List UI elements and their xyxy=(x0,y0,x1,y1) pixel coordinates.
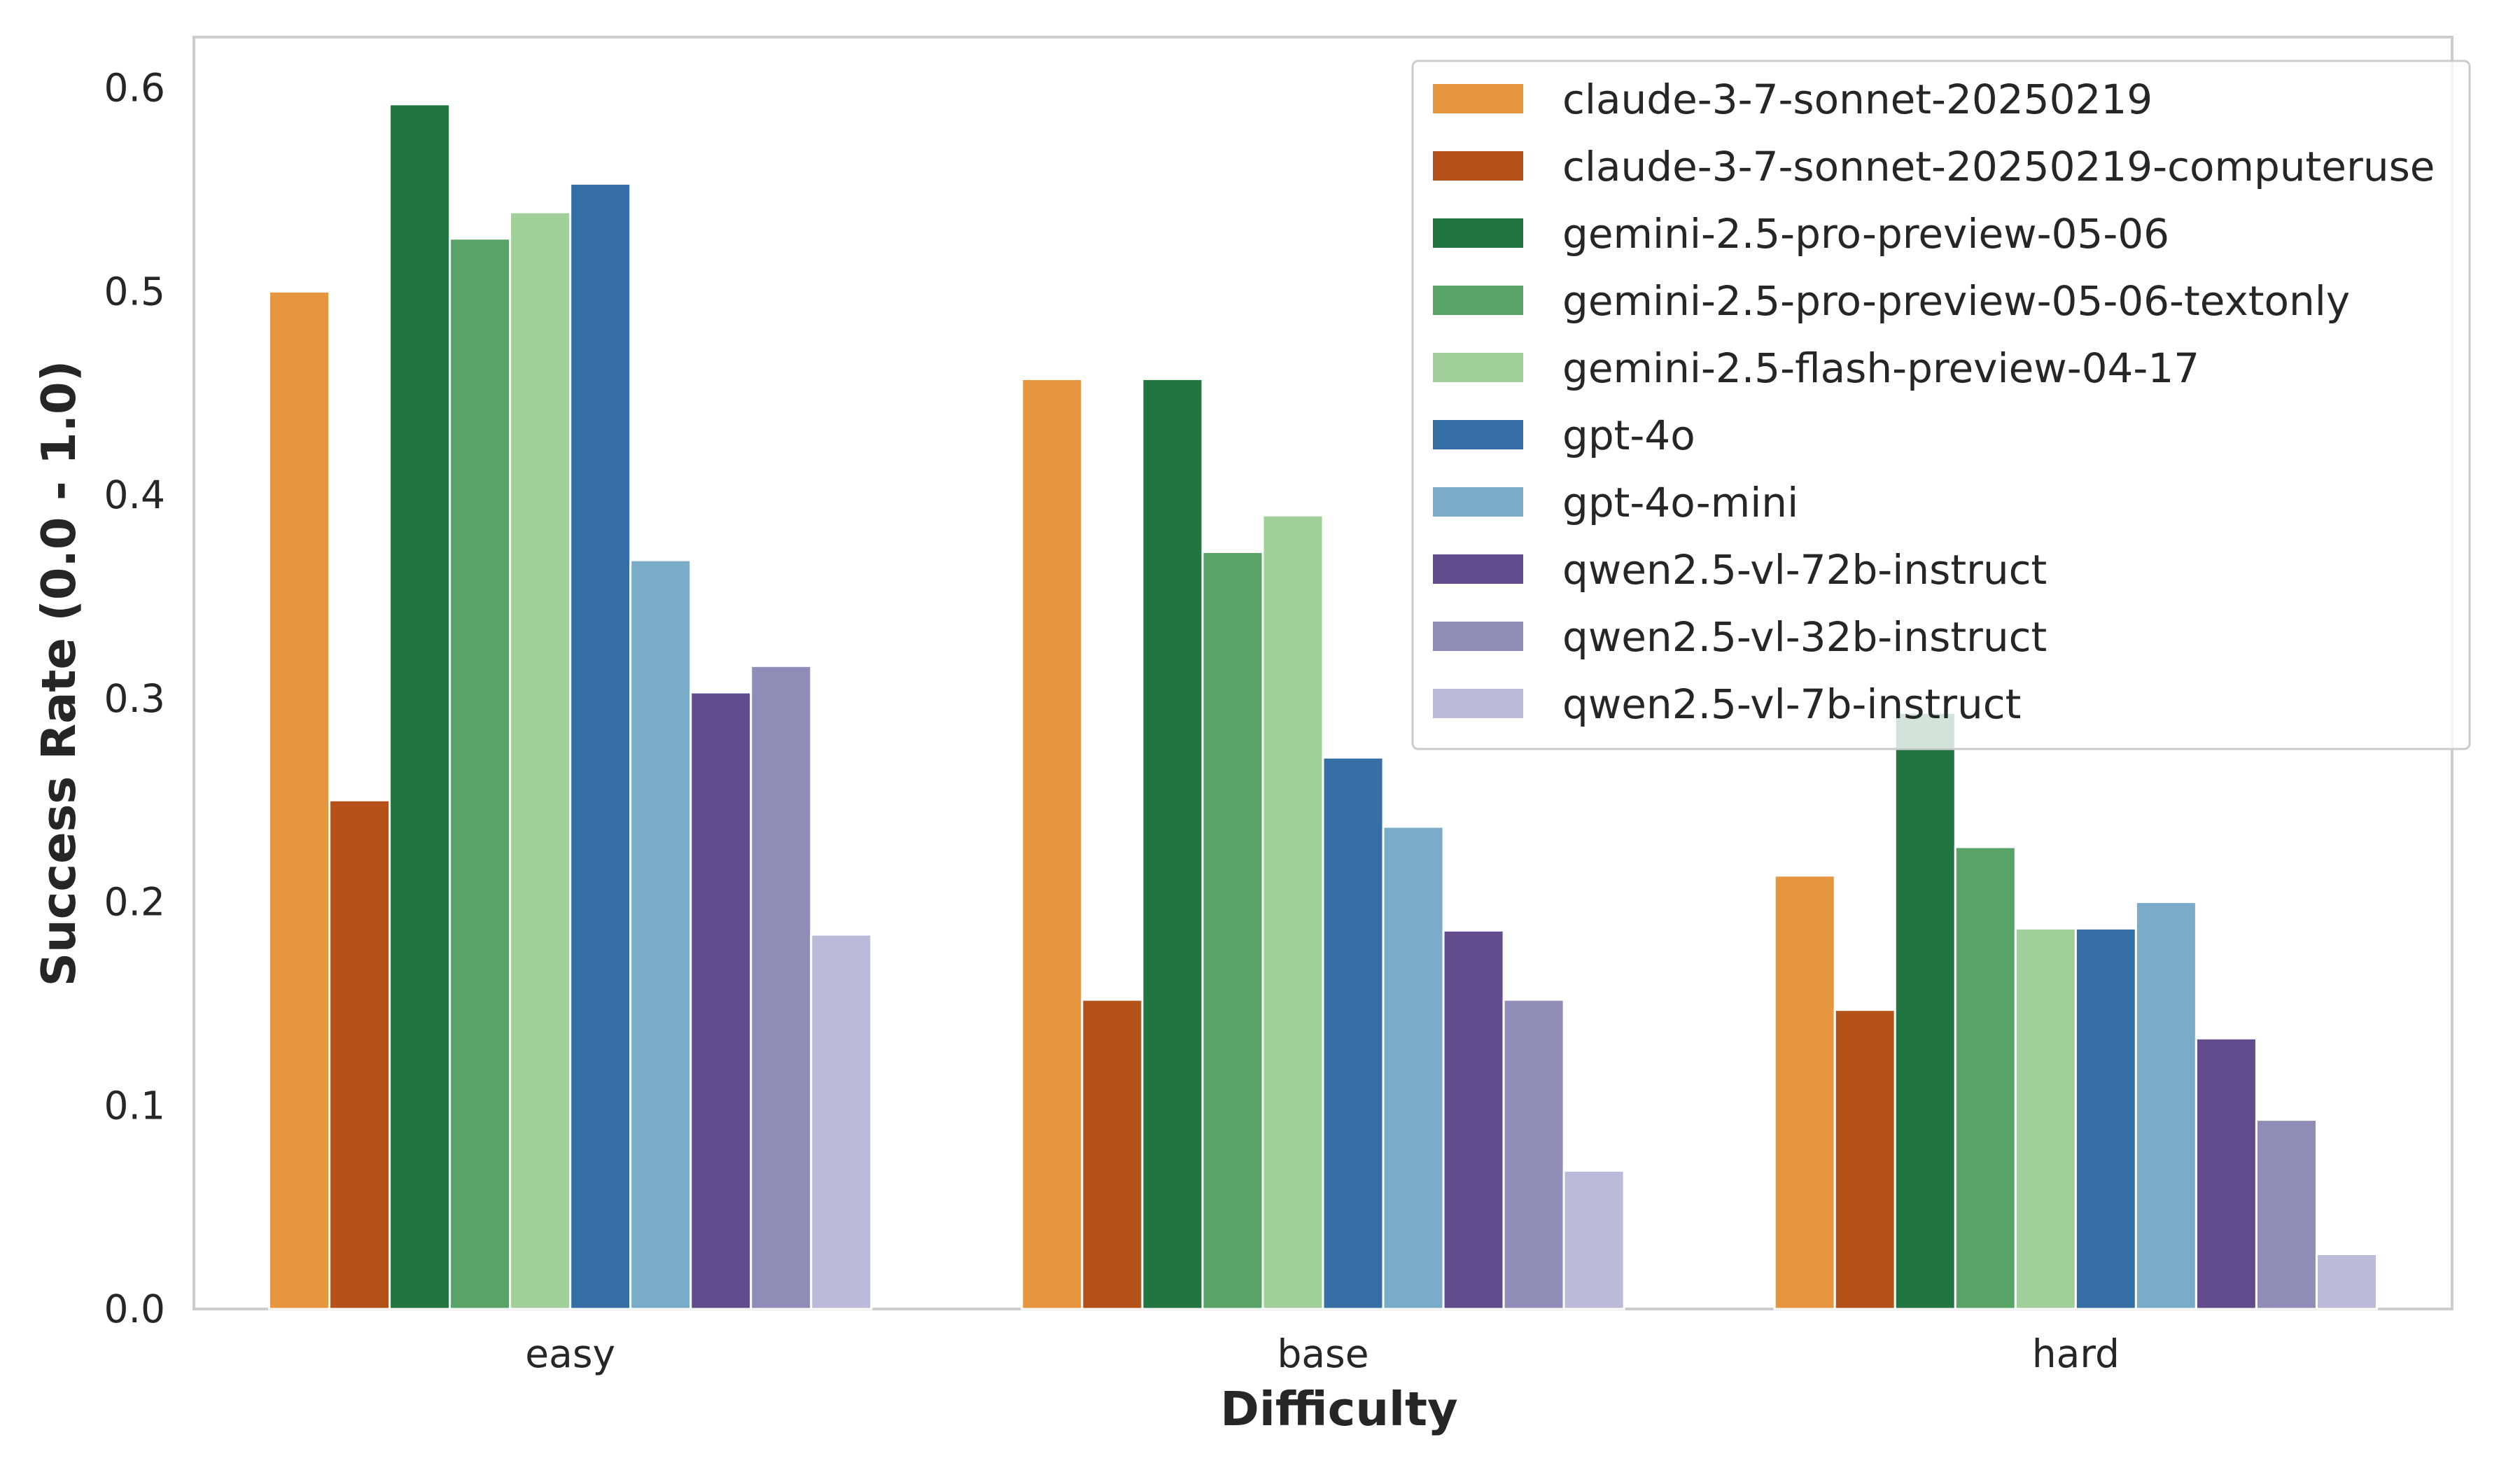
legend-label: qwen2.5-vl-72b-instruct xyxy=(1562,546,2047,594)
bar-base-claude-3-7-sonnet-20250219 xyxy=(1021,377,1084,1310)
bars-layer xyxy=(268,103,2378,1310)
bar-hard-qwen2.5-vl-72b-instruct xyxy=(2194,1037,2258,1310)
bar-base-gemini-2.5-pro-preview-05-06 xyxy=(1141,377,1204,1310)
y-tick-label: 0.1 xyxy=(104,1083,165,1128)
y-tick-labels: 0.0 0.1 0.2 0.3 0.4 0.5 0.6 xyxy=(104,66,165,1331)
bar-easy-gemini-2.5-pro-preview-05-06 xyxy=(388,103,451,1310)
bar-hard-qwen2.5-vl-7b-instruct xyxy=(2315,1253,2378,1310)
legend-swatch xyxy=(1433,622,1523,651)
y-axis-label: Success Rate (0.0 - 1.0) xyxy=(31,360,86,987)
bar-easy-gpt-4o-mini xyxy=(629,559,692,1310)
legend-label: qwen2.5-vl-32b-instruct xyxy=(1562,613,2047,661)
legend-swatch xyxy=(1433,487,1523,517)
bar-easy-qwen2.5-vl-32b-instruct xyxy=(750,664,813,1310)
bar-base-claude-3-7-sonnet-20250219-computeruse xyxy=(1081,998,1144,1310)
x-tick-label-easy: easy xyxy=(525,1331,615,1376)
bar-base-gpt-4o xyxy=(1322,756,1385,1310)
legend-label: gemini-2.5-flash-preview-04-17 xyxy=(1562,344,2199,392)
bar-hard-qwen2.5-vl-32b-instruct xyxy=(2255,1119,2318,1310)
y-tick-label: 0.3 xyxy=(104,676,165,721)
bar-easy-qwen2.5-vl-72b-instruct xyxy=(690,691,752,1310)
bar-easy-gemini-2.5-flash-preview-04-17 xyxy=(509,211,572,1310)
legend-swatch xyxy=(1433,84,1523,113)
legend-swatch xyxy=(1433,554,1523,584)
legend: claude-3-7-sonnet-20250219 claude-3-7-son… xyxy=(1411,59,2471,750)
bar-hard-gemini-2.5-pro-preview-05-06 xyxy=(1893,711,1956,1310)
legend-label: gemini-2.5-pro-preview-05-06 xyxy=(1562,210,2169,258)
bar-base-qwen2.5-vl-7b-instruct xyxy=(1562,1169,1625,1310)
bar-base-gemini-2.5-pro-preview-05-06-textonly xyxy=(1201,551,1264,1310)
legend-label: claude-3-7-sonnet-20250219-computeruse xyxy=(1562,143,2435,190)
x-tick-label-hard: hard xyxy=(2032,1331,2120,1376)
bar-easy-gemini-2.5-pro-preview-05-06-textonly xyxy=(449,237,512,1310)
bar-base-gemini-2.5-flash-preview-04-17 xyxy=(1261,514,1324,1310)
bar-hard-gemini-2.5-flash-preview-04-17 xyxy=(2014,927,2077,1310)
bar-hard-gemini-2.5-pro-preview-05-06-textonly xyxy=(1954,846,2017,1310)
bar-easy-claude-3-7-sonnet-20250219 xyxy=(268,290,331,1310)
bar-hard-claude-3-7-sonnet-20250219-computeruse xyxy=(1833,1009,1896,1310)
legend-label: gpt-4o xyxy=(1562,412,1695,459)
x-tick-label-base: base xyxy=(1277,1331,1368,1376)
bar-easy-claude-3-7-sonnet-20250219-computeruse xyxy=(328,799,391,1310)
legend-swatch xyxy=(1433,353,1523,382)
legend-swatch xyxy=(1433,218,1523,248)
legend-swatch xyxy=(1433,286,1523,315)
bar-easy-gpt-4o xyxy=(569,182,632,1310)
bar-easy-qwen2.5-vl-7b-instruct xyxy=(810,933,873,1310)
bar-hard-gpt-4o-mini xyxy=(2134,901,2197,1310)
y-tick-label: 0.5 xyxy=(104,269,165,314)
legend-label: claude-3-7-sonnet-20250219 xyxy=(1562,76,2152,123)
y-tick-label: 0.4 xyxy=(104,472,165,517)
bar-base-qwen2.5-vl-72b-instruct xyxy=(1442,929,1505,1310)
legend-frame xyxy=(1411,59,2471,750)
x-axis-label: Difficulty xyxy=(1220,1382,1457,1436)
bar-base-gpt-4o-mini xyxy=(1382,825,1445,1310)
legend-label: gemini-2.5-pro-preview-05-06-textonly xyxy=(1562,277,2350,325)
bar-hard-gpt-4o xyxy=(2074,927,2137,1310)
y-tick-label: 0.2 xyxy=(104,880,165,925)
y-tick-label: 0.0 xyxy=(104,1287,165,1331)
bar-hard-claude-3-7-sonnet-20250219 xyxy=(1773,874,1836,1310)
x-tick-labels: easy base hard xyxy=(525,1331,2120,1376)
legend-swatch xyxy=(1433,420,1523,449)
y-tick-label: 0.6 xyxy=(104,66,165,111)
legend-items: claude-3-7-sonnet-20250219 claude-3-7-son… xyxy=(1433,76,2435,728)
legend-label: gpt-4o-mini xyxy=(1562,479,1798,526)
bar-base-qwen2.5-vl-32b-instruct xyxy=(1502,998,1565,1310)
legend-swatch xyxy=(1433,689,1523,718)
legend-label: qwen2.5-vl-7b-instruct xyxy=(1562,680,2021,728)
legend-swatch xyxy=(1433,151,1523,181)
